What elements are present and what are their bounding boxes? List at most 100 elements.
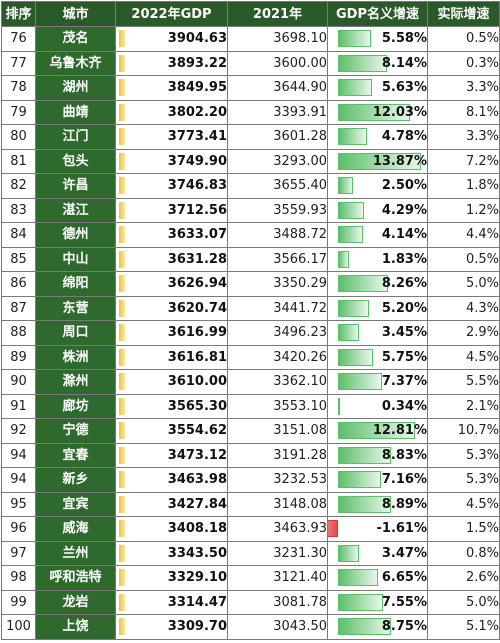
rank-cell: 92	[1, 418, 36, 444]
growth-databar	[338, 324, 359, 341]
gdp-2022-value: 3712.56	[167, 202, 227, 218]
real-growth-cell: 0.3%	[427, 50, 500, 76]
gdp-2021-cell: 3488.72	[227, 222, 328, 248]
city-cell: 呼和浩特	[35, 565, 116, 591]
gdp-2021-cell: 3559.93	[227, 197, 328, 223]
nominal-growth-value: 6.65%	[381, 570, 427, 586]
gdp-2022-value: 3631.28	[167, 251, 227, 267]
gdp-2022-value: 3620.74	[167, 300, 227, 316]
rank-cell: 77	[1, 50, 36, 76]
gdp-2022-value: 3616.99	[167, 325, 227, 341]
growth-databar	[338, 618, 391, 635]
gdp-2021-cell: 3644.90	[227, 75, 328, 101]
gdp-databar-marker	[119, 544, 125, 562]
gdp-2022-value: 3746.83	[167, 178, 227, 194]
city-cell: 湛江	[35, 197, 116, 223]
gdp-databar-marker	[119, 201, 125, 219]
gdp-2022-value: 3463.98	[167, 472, 227, 488]
table-row: 88 周口 3616.99 3496.23 3.45% 2.9%	[1, 320, 500, 346]
growth-databar	[338, 177, 353, 194]
nominal-growth-cell: 12.81%	[327, 418, 428, 444]
gdp-databar-marker	[119, 177, 125, 194]
growth-databar	[338, 422, 415, 439]
city-cell: 江门	[35, 124, 116, 150]
nominal-growth-cell: 7.37%	[327, 369, 428, 395]
rank-cell: 80	[1, 124, 36, 150]
real-growth-cell: 4.5%	[427, 344, 500, 370]
real-growth-cell: 0.5%	[427, 246, 500, 272]
table-row: 91 廊坊 3565.30 3553.10 0.34% 2.1%	[1, 393, 500, 419]
gdp-2022-value: 3408.18	[167, 521, 227, 537]
gdp-2021-cell: 3148.08	[227, 491, 328, 517]
gdp-2022-value: 3427.84	[167, 496, 227, 512]
header-gdp-2022[interactable]: 2022年GDP	[115, 1, 228, 27]
gdp-2021-cell: 3121.40	[227, 565, 328, 591]
nominal-growth-value: 7.16%	[381, 472, 427, 488]
gdp-databar-marker	[119, 103, 125, 121]
gdp-2022-cell: 3626.94	[115, 271, 228, 297]
real-growth-cell: 5.5%	[427, 369, 500, 395]
nominal-growth-cell: 8.83%	[327, 442, 428, 468]
header-gdp-2021[interactable]: 2021年	[227, 1, 328, 27]
gdp-databar-marker	[119, 422, 125, 439]
rank-cell: 97	[1, 540, 36, 566]
gdp-2021-cell: 3393.91	[227, 99, 328, 125]
city-cell: 许昌	[35, 173, 116, 199]
real-growth-cell: 5.0%	[427, 271, 500, 297]
nominal-growth-value: 7.55%	[381, 594, 427, 610]
city-cell: 廊坊	[35, 393, 116, 419]
city-cell: 滁州	[35, 369, 116, 395]
growth-databar	[338, 152, 422, 170]
header-nominal-growth[interactable]: GDP名义增速	[327, 1, 428, 27]
gdp-databar-marker	[119, 79, 125, 96]
gdp-2022-value: 3473.12	[167, 447, 227, 463]
gdp-2022-value: 3309.70	[167, 619, 227, 635]
gdp-2021-cell: 3496.23	[227, 320, 328, 346]
gdp-2021-cell: 3441.72	[227, 295, 328, 321]
table-row: 98 呼和浩特 3329.10 3121.40 6.65% 2.6%	[1, 565, 500, 591]
header-city[interactable]: 城市	[35, 1, 116, 27]
header-real-growth[interactable]: 实际增速	[427, 1, 500, 27]
nominal-growth-value: 5.58%	[381, 31, 427, 47]
gdp-2022-value: 3610.00	[167, 374, 227, 390]
real-growth-cell: 3.3%	[427, 75, 500, 101]
nominal-growth-value: 4.14%	[381, 227, 427, 243]
table-row: 95 宜宾 3427.84 3148.08 8.89% 4.5%	[1, 491, 500, 517]
table-row: 89 株洲 3616.81 3420.26 5.75% 4.5%	[1, 344, 500, 370]
gdp-databar-marker	[119, 618, 125, 635]
nominal-growth-cell: 5.75%	[327, 344, 428, 370]
gdp-2022-cell: 3610.00	[115, 369, 228, 395]
nominal-growth-cell: 5.63%	[327, 75, 428, 101]
gdp-2022-cell: 3802.20	[115, 99, 228, 125]
rank-cell: 82	[1, 173, 36, 199]
nominal-growth-value: 8.14%	[381, 55, 427, 71]
gdp-2021-cell: 3151.08	[227, 418, 328, 444]
gdp-2022-cell: 3463.98	[115, 467, 228, 493]
table-row: 80 江门 3773.41 3601.28 4.78% 3.3%	[1, 124, 500, 150]
growth-databar	[328, 520, 338, 537]
rank-cell: 94	[1, 467, 36, 493]
growth-databar	[338, 373, 383, 390]
real-growth-cell: 4.5%	[427, 491, 500, 517]
table-row: 94 新乡 3463.98 3232.53 7.16% 5.3%	[1, 467, 500, 493]
table-row: 87 东营 3620.74 3441.72 5.20% 4.3%	[1, 295, 500, 321]
gdp-2021-cell: 3566.17	[227, 246, 328, 272]
gdp-2021-cell: 3420.26	[227, 344, 328, 370]
nominal-growth-value: 5.20%	[381, 300, 427, 316]
real-growth-cell: 8.1%	[427, 99, 500, 125]
rank-cell: 86	[1, 271, 36, 297]
gdp-2022-value: 3626.94	[167, 276, 227, 292]
gdp-databar-marker	[119, 348, 125, 366]
real-growth-cell: 7.2%	[427, 148, 500, 174]
nominal-growth-value: 4.29%	[381, 202, 427, 218]
table-row: 97 兰州 3343.50 3231.30 3.47% 0.8%	[1, 540, 500, 566]
city-cell: 曲靖	[35, 99, 116, 125]
rank-cell: 85	[1, 246, 36, 272]
table-row: 81 包头 3749.90 3293.00 13.87% 7.2%	[1, 148, 500, 174]
gdp-2022-cell: 3343.50	[115, 540, 228, 566]
table-row: 92 宁德 3554.62 3151.08 12.81% 10.7%	[1, 418, 500, 444]
header-rank[interactable]: 排序	[1, 1, 36, 27]
table-row: 84 德州 3633.07 3488.72 4.14% 4.4%	[1, 222, 500, 248]
rank-cell: 98	[1, 565, 36, 591]
